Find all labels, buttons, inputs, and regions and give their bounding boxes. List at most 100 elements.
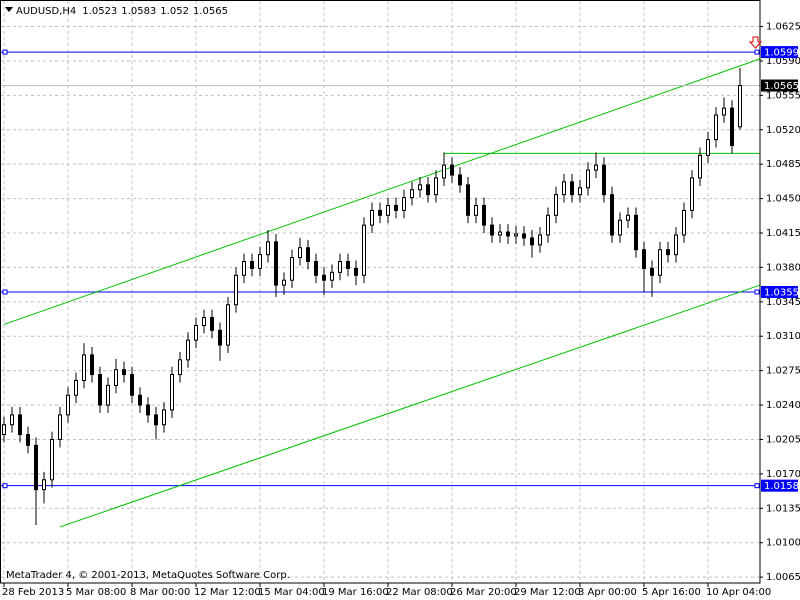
- line-handle: [2, 483, 8, 489]
- candle-body: [682, 209, 686, 236]
- candle-body: [98, 374, 102, 406]
- candle-body: [458, 174, 462, 186]
- candle-body: [10, 414, 14, 426]
- candle-body: [378, 209, 382, 216]
- x-tick-label: 29 Mar 12:00: [514, 587, 581, 598]
- price-tag-label: 1.0355: [764, 287, 799, 298]
- candle-body: [218, 329, 222, 346]
- candle-body: [626, 214, 630, 221]
- y-tick-label: 1.0450: [766, 194, 800, 205]
- plot-frame: [0, 0, 761, 584]
- price-tag-label: 1.0599: [764, 48, 799, 59]
- y-tick-label: 1.0065: [766, 572, 800, 583]
- candle-body: [642, 249, 646, 269]
- x-tick-label: 8 Mar 00:00: [130, 587, 190, 598]
- candle-body: [658, 249, 662, 276]
- candle-body: [698, 154, 702, 179]
- candle-body: [498, 231, 502, 236]
- candle-body: [714, 114, 718, 141]
- candle-body: [194, 324, 198, 341]
- x-tick-label: 28 Feb 2013: [2, 587, 64, 598]
- y-tick-label: 1.0135: [766, 503, 800, 514]
- ohlc-value: 1.0523: [82, 6, 117, 17]
- candle-body: [522, 233, 526, 239]
- candle-body: [530, 237, 534, 246]
- copyright: MetaTrader 4, © 2001-2013, MetaQuotes So…: [6, 570, 290, 581]
- symbol-label: AUDUSD,H4: [16, 6, 76, 17]
- line-handle: [754, 289, 760, 295]
- candle-body: [330, 271, 334, 281]
- candle-body: [506, 231, 510, 237]
- candle-body: [410, 189, 414, 199]
- trend-line: [59, 284, 761, 528]
- candle-body: [58, 414, 62, 440]
- candle-body: [730, 107, 734, 147]
- candle-body: [130, 374, 134, 396]
- candle-body: [154, 414, 158, 426]
- candle-body: [306, 247, 310, 263]
- y-tick-label: 1.0100: [766, 538, 800, 549]
- candle-body: [226, 304, 230, 346]
- alert-arrow: [748, 36, 763, 49]
- trend-line: [3, 58, 761, 325]
- candle-body: [242, 261, 246, 276]
- candle-body: [290, 257, 294, 281]
- y-tick-label: 1.0625: [766, 22, 800, 33]
- bid-tag: [761, 79, 798, 92]
- candle-body: [386, 204, 390, 216]
- candle-body: [482, 204, 486, 226]
- price-tag: [761, 46, 798, 59]
- candle-body: [474, 204, 478, 216]
- candle-body: [490, 224, 494, 236]
- x-tick-label: 26 Mar 20:00: [450, 587, 517, 598]
- y-tick-label: 1.0240: [766, 400, 800, 411]
- candle-body: [450, 164, 454, 176]
- candle-body: [146, 404, 150, 416]
- candle-body: [322, 274, 326, 281]
- candle-body: [162, 409, 166, 426]
- candle-body: [314, 261, 318, 276]
- y-tick-label: 1.0205: [766, 434, 800, 445]
- candle-body: [674, 234, 678, 256]
- candle-body: [202, 317, 206, 326]
- candle-body: [426, 184, 430, 196]
- line-handle: [754, 49, 760, 55]
- candle-body: [338, 261, 342, 273]
- candle-body: [546, 214, 550, 236]
- candle-body: [50, 438, 54, 481]
- candle-body: [266, 241, 270, 256]
- y-tick-label: 1.0345: [766, 297, 800, 308]
- candle-body: [594, 164, 598, 171]
- candle-body: [42, 479, 46, 491]
- y-tick-label: 1.0590: [766, 56, 800, 67]
- candle-body: [66, 394, 70, 416]
- candle-body: [738, 85, 742, 128]
- x-tick-label: 3 Apr 00:00: [578, 587, 637, 598]
- candle-body: [74, 379, 78, 396]
- candle-body: [538, 234, 542, 246]
- ohlc-value: 1.052: [160, 6, 189, 17]
- candle-body: [346, 261, 350, 269]
- candle-body: [186, 339, 190, 361]
- y-tick-label: 1.0380: [766, 262, 800, 273]
- candle-body: [138, 394, 142, 406]
- y-tick-label: 1.0520: [766, 125, 800, 136]
- x-tick-label: 5 Apr 16:00: [642, 587, 701, 598]
- candle-body: [578, 187, 582, 196]
- x-tick-label: 15 Mar 04:00: [258, 587, 325, 598]
- candle-body: [258, 254, 262, 269]
- header: AUDUSD,H4 1.0523 1.0583 1.052 1.0565: [16, 6, 228, 17]
- candle-body: [170, 374, 174, 411]
- candle-body: [586, 169, 590, 189]
- axis-layer: 1.0625 1.0590 1.0555 1.0520 1.0485 1.0450 1.04…: [2, 22, 800, 598]
- price-tag: [761, 479, 798, 492]
- candle-body: [210, 317, 214, 331]
- x-tick-label: 5 Mar 08:00: [66, 587, 126, 598]
- candle-body: [418, 184, 422, 191]
- candle-body: [90, 354, 94, 376]
- menu-triangle[interactable]: [5, 7, 13, 12]
- candle-body: [666, 249, 670, 256]
- candle-body: [114, 369, 118, 386]
